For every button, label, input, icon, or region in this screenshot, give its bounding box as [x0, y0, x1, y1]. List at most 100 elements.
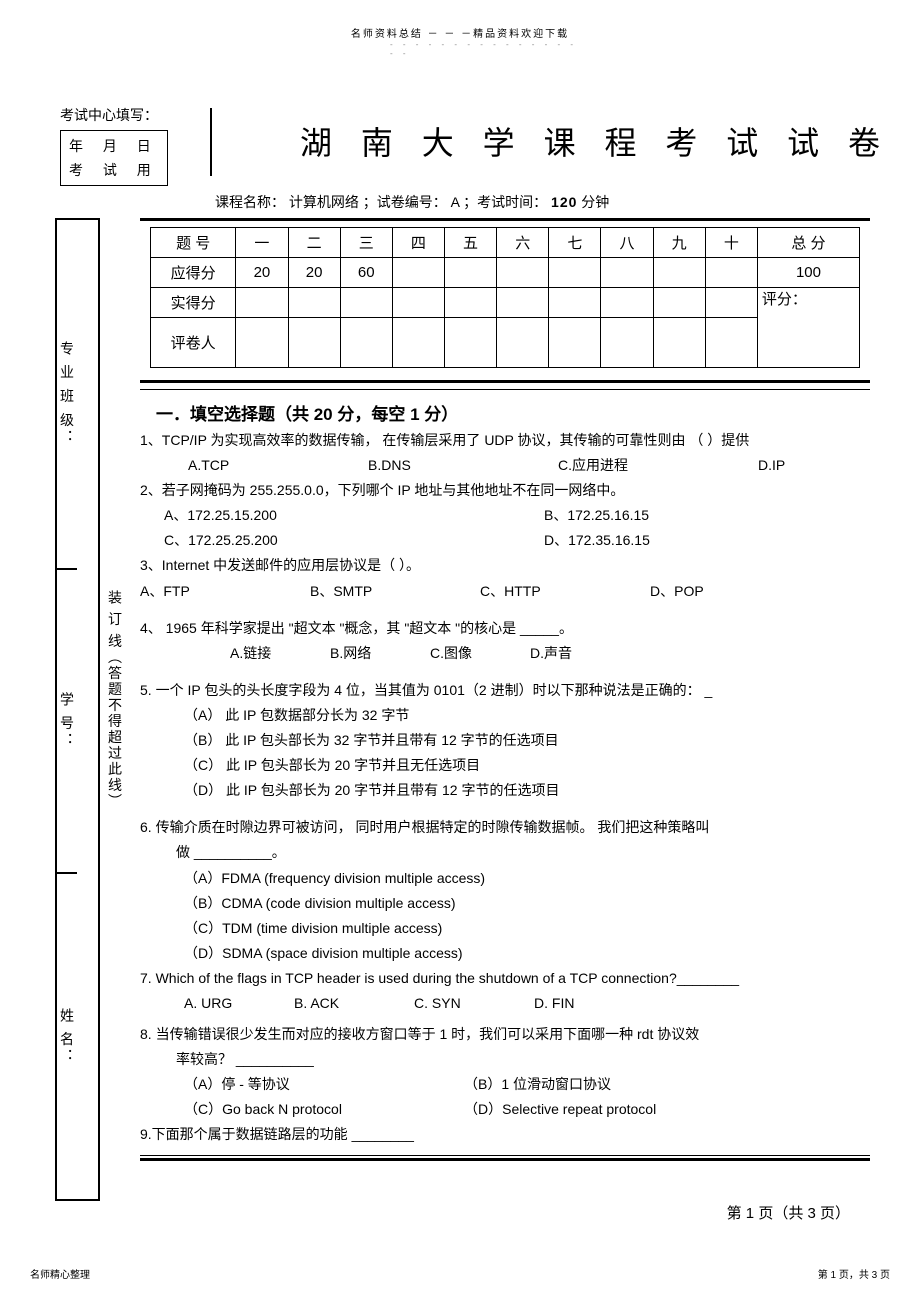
dotted-decoration: - - - - - - - - - - - - - - - - -	[390, 40, 580, 58]
q4-c: C.图像	[430, 642, 530, 665]
q8-opts2: （C）Go back N protocol （D）Selective repea…	[140, 1098, 870, 1121]
r3-label: 评卷人	[151, 318, 236, 368]
top-note: 名师资料总结 － － －精品资料欢迎下载	[0, 25, 920, 40]
r3-6	[497, 318, 549, 368]
rule-top	[140, 218, 870, 221]
q7-opts: A. URG B. ACK C. SYN D. FIN	[140, 992, 870, 1015]
q7-d: D. FIN	[534, 992, 574, 1015]
r1-label: 应得分	[151, 258, 236, 288]
r2-8	[601, 288, 653, 318]
content-area: 题 号 一 二 三 四 五 六 七 八 九 十 总 分 应得分 20 20 60…	[140, 218, 870, 1167]
header-divider	[210, 108, 212, 176]
q8-b: （B）1 位滑动窗口协议	[464, 1073, 611, 1096]
th-total: 总 分	[757, 228, 859, 258]
q4-d: D.声音	[530, 642, 572, 665]
table-header-row: 题 号 一 二 三 四 五 六 七 八 九 十 总 分	[151, 228, 860, 258]
r2-10	[705, 288, 757, 318]
q6-c: （C）TDM (time division multiple access)	[140, 917, 870, 940]
q2-opts2: C、172.25.25.200 D、172.35.16.15	[140, 529, 870, 552]
q3-c: C、HTTP	[480, 580, 650, 603]
r1-3: 60	[340, 258, 392, 288]
binding-note: 装 订 线（答题不得超过此线）	[105, 590, 125, 810]
q8-d: （D）Selective repeat protocol	[464, 1098, 656, 1121]
q6-text1: 6. 传输介质在时隙边界可被访问， 同时用户根据特定的时隙传输数据帧。 我们把这…	[140, 816, 870, 839]
th-10: 十	[705, 228, 757, 258]
table-row-expected: 应得分 20 20 60 100	[151, 258, 860, 288]
r3-5	[444, 318, 496, 368]
q5-b: （B） 此 IP 包头部长为 32 字节并且带有 12 字节的任选项目	[140, 729, 870, 752]
q8-a: （A）停 - 等协议	[184, 1073, 464, 1096]
q8-text1: 8. 当传输错误很少发生而对应的接收方窗口等于 1 时，我们可以采用下面哪一种 …	[140, 1023, 870, 1046]
r3-2	[288, 318, 340, 368]
q2-b: B、172.25.16.15	[544, 504, 649, 527]
r2-label: 实得分	[151, 288, 236, 318]
q2-d: D、172.35.16.15	[544, 529, 650, 552]
q1-b: B.DNS	[368, 454, 558, 477]
q7-b: B. ACK	[294, 992, 414, 1015]
r2-2	[288, 288, 340, 318]
date-row: 年 月 日	[69, 134, 159, 158]
course-label: 课程名称：	[215, 194, 285, 210]
r3-4	[392, 318, 444, 368]
q2-c: C、172.25.25.200	[164, 529, 544, 552]
q2-a: A、172.25.15.200	[164, 504, 544, 527]
q5-c: （C） 此 IP 包头部长为 20 字节并且无任选项目	[140, 754, 870, 777]
q5-d: （D） 此 IP 包头部长为 20 字节并且带有 12 字节的任选项目	[140, 779, 870, 802]
r1-1: 20	[236, 258, 288, 288]
header-left-box: 考试中心填写： 年 月 日 考 试 用	[60, 105, 168, 186]
r3-10	[705, 318, 757, 368]
q1-a: A.TCP	[188, 454, 368, 477]
rule-bottom	[140, 1158, 870, 1161]
q2-opts1: A、172.25.15.200 B、172.25.16.15	[140, 504, 870, 527]
r2-4	[392, 288, 444, 318]
fill-note: 考试中心填写：	[60, 105, 168, 125]
r1-6	[497, 258, 549, 288]
r1-2: 20	[288, 258, 340, 288]
r1-10	[705, 258, 757, 288]
th-3: 三	[340, 228, 392, 258]
rule-bottom-thin	[140, 1155, 870, 1156]
r2-3	[340, 288, 392, 318]
r1-5	[444, 258, 496, 288]
q2-text: 2、若子网掩码为 255.255.0.0，下列哪个 IP 地址与其他地址不在同一…	[140, 479, 870, 502]
q6-b: （B）CDMA (code division multiple access)	[140, 892, 870, 915]
rule-mid-thin	[140, 389, 870, 390]
q6-d: （D）SDMA (space division multiple access)	[140, 942, 870, 965]
side-name: 姓 名：	[57, 874, 77, 1199]
th-8: 八	[601, 228, 653, 258]
q7-text: 7. Which of the flags in TCP header is u…	[140, 967, 870, 990]
q4-b: B.网络	[330, 642, 430, 665]
r3-9	[653, 318, 705, 368]
time-label: ；考试时间：	[463, 194, 547, 210]
q4-opts: A.链接 B.网络 C.图像 D.声音	[140, 642, 870, 665]
r1-9	[653, 258, 705, 288]
q8-text2: 率较高？ __________	[140, 1048, 870, 1071]
rule-mid	[140, 380, 870, 383]
r2-6	[497, 288, 549, 318]
r2-5	[444, 288, 496, 318]
th-1: 一	[236, 228, 288, 258]
q7-c: C. SYN	[414, 992, 534, 1015]
q5-text: 5. 一个 IP 包头的头长度字段为 4 位，当其值为 0101（2 进制）时以…	[140, 679, 870, 702]
q9-text: 9.下面那个属于数据链路层的功能 ________	[140, 1123, 870, 1146]
side-column: 专 业 班 级： 学 号： 姓 名：	[55, 218, 100, 1201]
r1-8	[601, 258, 653, 288]
th-7: 七	[549, 228, 601, 258]
r3-7	[549, 318, 601, 368]
section1-title: 一．填空选择题（共 20 分，每空 1 分）	[156, 400, 870, 425]
q4-text: 4、 1965 年科学家提出 "超文本 "概念，其 "超文本 "的核心是 ___…	[140, 617, 870, 640]
r2-7	[549, 288, 601, 318]
q3-text: 3、Internet 中发送邮件的应用层协议是（ ）。	[140, 554, 870, 577]
q5-a: （A） 此 IP 包数据部分长为 32 字节	[140, 704, 870, 727]
footer-left: 名师精心整理	[30, 1266, 90, 1281]
paper-label: ；试卷编号：	[363, 194, 447, 210]
table-row-grader: 评卷人	[151, 318, 860, 368]
q1-d: D.IP	[758, 454, 785, 477]
paper-num: A	[451, 194, 460, 210]
score-table: 题 号 一 二 三 四 五 六 七 八 九 十 总 分 应得分 20 20 60…	[150, 227, 860, 368]
th-label: 题 号	[151, 228, 236, 258]
q3-a: A、FTP	[140, 580, 310, 603]
q1-text: 1、TCP/IP 为实现高效率的数据传输， 在传输层采用了 UDP 协议，其传输…	[140, 429, 870, 452]
footer-right: 第 1 页，共 3 页	[818, 1266, 890, 1281]
date-box: 年 月 日 考 试 用	[60, 130, 168, 186]
